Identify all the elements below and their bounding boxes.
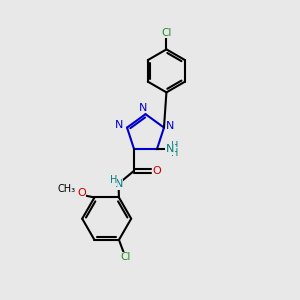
Text: O: O [77, 188, 86, 198]
Text: H: H [171, 141, 178, 151]
Text: H: H [171, 148, 178, 158]
Text: N: N [114, 179, 123, 189]
Text: N: N [115, 120, 123, 130]
Text: Cl: Cl [120, 252, 131, 262]
Text: N: N [166, 144, 174, 154]
Text: N: N [167, 121, 175, 131]
Text: Cl: Cl [161, 28, 172, 38]
Text: N: N [139, 103, 147, 112]
Text: CH₃: CH₃ [57, 184, 76, 194]
Text: H: H [110, 175, 117, 185]
Text: O: O [152, 166, 161, 176]
